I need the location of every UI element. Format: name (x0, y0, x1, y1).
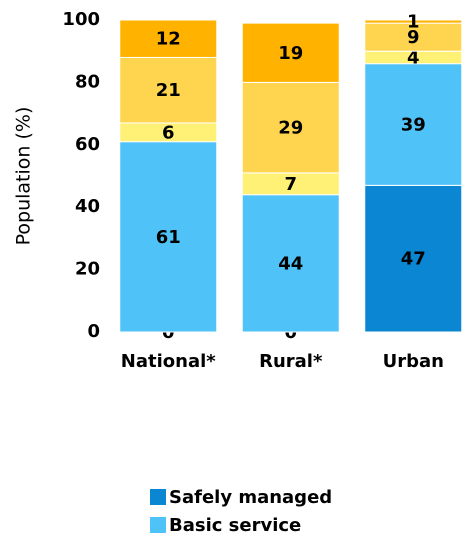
data-label: 19 (278, 43, 303, 64)
legend-label: Basic service (169, 515, 301, 536)
data-label: 44 (278, 253, 303, 274)
x-tick-label: National* (121, 351, 216, 372)
y-tick-label: 100 (62, 9, 100, 30)
y-axis-label: Population (%) (13, 107, 35, 246)
data-label: 12 (156, 29, 181, 50)
legend-label: Safely managed (169, 487, 332, 508)
y-tick-label: 80 (75, 71, 100, 92)
bar-segment (364, 63, 463, 186)
data-label: 4 (407, 47, 420, 68)
data-label: 61 (156, 227, 181, 248)
bar-segment (119, 56, 218, 124)
bar-segment (119, 19, 218, 58)
legend-swatch (150, 489, 166, 505)
legend-swatch (150, 517, 166, 533)
bar-segment (241, 22, 340, 83)
data-label: 39 (401, 115, 426, 136)
x-tick-label: Urban (383, 351, 444, 372)
y-tick-label: 60 (75, 134, 100, 155)
bar-segment (241, 194, 340, 333)
data-label: 9 (407, 27, 420, 48)
data-label: 47 (401, 249, 426, 270)
bar-segment (364, 22, 463, 52)
x-tick-label: Rural* (259, 351, 323, 372)
bar-segment (364, 19, 463, 24)
data-label: 7 (284, 174, 297, 195)
bar-segment (119, 141, 218, 333)
y-tick-label: 0 (87, 321, 100, 342)
data-label: 1 (407, 12, 420, 33)
data-label: 21 (156, 80, 181, 101)
data-label: 6 (162, 122, 175, 143)
data-label: 29 (278, 118, 303, 139)
y-tick-label: 20 (75, 259, 100, 280)
y-tick-label: 40 (75, 196, 100, 217)
bar-segment (364, 184, 463, 333)
